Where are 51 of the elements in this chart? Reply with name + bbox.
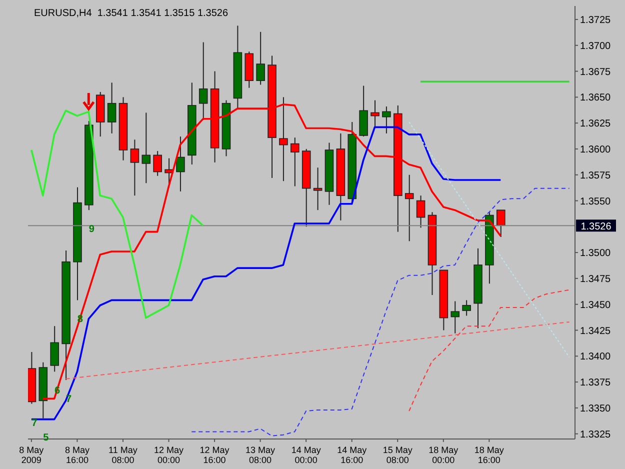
candlestick	[462, 300, 471, 316]
annotation: 9	[88, 224, 95, 236]
y-tick-label: 1.3725	[580, 15, 612, 26]
x-tick-label: 12 May 16:00	[200, 445, 230, 465]
annotation: 7	[32, 418, 38, 429]
x-tick-label: 14 May 16:00	[337, 445, 368, 465]
y-tick-label: 1.3450	[580, 300, 612, 311]
x-tick-label: 15 May 08:00	[382, 445, 413, 465]
candlestick	[416, 195, 426, 228]
x-tick-label: 11 May 08:00	[108, 445, 138, 465]
x-tick-label: 12 May 00:00	[154, 445, 184, 465]
line-series	[30, 126, 502, 420]
y-tick-label: 1.3600	[580, 144, 612, 156]
x-tick-label: 8 May 2009	[19, 445, 44, 465]
candlestick	[107, 82, 116, 134]
x-tick-label: 8 May 16:00	[64, 445, 90, 465]
candlestick	[130, 139, 140, 196]
x-tick-label: 18 May 00:00	[428, 445, 459, 465]
y-tick-label: 1.3350	[580, 403, 612, 414]
candlestick	[370, 100, 380, 128]
candlestick	[256, 31, 265, 86]
x-tick-label: 18 May 16:00	[474, 445, 504, 465]
y-tick-label: 1.3575	[580, 170, 612, 182]
candlestick	[176, 136, 185, 192]
candlestick	[382, 106, 391, 134]
candlestick	[198, 42, 208, 120]
y-tick-label: 1.3650	[580, 92, 612, 104]
chart-title: EURUSD,H4 1.3541 1.3541 1.3515 1.3526	[34, 8, 228, 19]
annotation: 7	[66, 394, 72, 405]
candlestick	[450, 300, 460, 334]
y-tick-label: 1.3400	[580, 352, 612, 363]
x-tick-label: 13 May 08:00	[246, 445, 276, 465]
y-tick-label: 1.3425	[580, 326, 612, 337]
y-tick-label: 1.3550	[580, 196, 612, 208]
ref-line-label: 1.3526	[580, 222, 612, 233]
candlestick	[290, 137, 300, 187]
y-tick-label: 1.3375	[580, 378, 612, 389]
y-tick-label: 1.3625	[580, 118, 612, 130]
x-tick-label: 14 May 00:00	[291, 445, 322, 465]
y-tick-label: 1.3675	[580, 66, 612, 78]
y-tick-label: 1.3500	[580, 248, 612, 260]
candlestick	[153, 150, 162, 176]
line-series	[408, 289, 570, 412]
candlestick	[313, 167, 322, 211]
candlestick	[404, 174, 414, 242]
candlestick	[142, 112, 151, 184]
y-tick-label: 1.3325	[580, 429, 612, 440]
y-tick-label: 1.3475	[580, 274, 612, 285]
line-series	[191, 188, 570, 436]
y-tick-label: 1.3700	[580, 40, 612, 52]
candlestick	[50, 326, 59, 372]
